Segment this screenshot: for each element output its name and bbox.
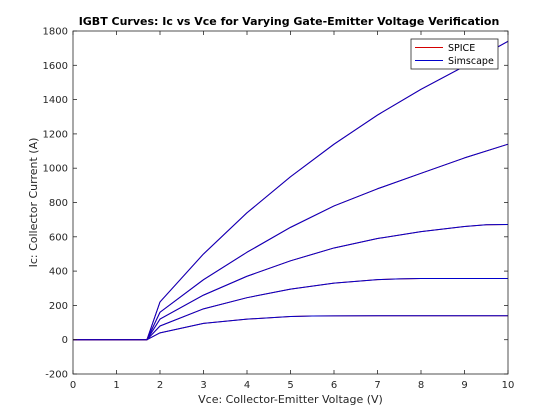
x-tick-label: 9	[461, 380, 467, 391]
legend-label-simscape: Simscape	[448, 56, 494, 67]
x-tick-label: 8	[418, 380, 424, 391]
ticks-layer: 0 1 2 3 4 5 6 7 8 9 10-200020040060080010001200140…	[43, 27, 515, 392]
y-tick-label: 1000	[43, 164, 68, 175]
x-tick-label: 4	[244, 380, 250, 391]
legend-box	[410, 38, 499, 70]
y-tick-label: 400	[49, 267, 68, 278]
legend-label-spice: SPICE	[448, 43, 475, 54]
x-tick-label: 2	[157, 380, 163, 391]
y-tick-label: 800	[49, 198, 68, 209]
chart-title: IGBT Curves: Ic vs Vce for Varying Gate-…	[79, 15, 500, 28]
x-tick-label: 3	[200, 380, 206, 391]
y-tick-label: 1600	[43, 61, 68, 72]
x-tick-label: 1	[113, 380, 119, 391]
y-tick-label: 600	[49, 232, 68, 243]
x-tick-label: 7	[374, 380, 380, 391]
x-tick-label: 0	[70, 380, 76, 391]
y-tick-label: 1400	[43, 95, 68, 106]
legend: SPICE Simscape	[410, 38, 499, 70]
x-tick-label: 5	[287, 380, 293, 391]
y-tick-label: 1200	[43, 129, 68, 140]
series-layer	[73, 40, 509, 341]
x-tick-label: 6	[331, 380, 337, 391]
x-tick-label: 10	[502, 380, 515, 391]
x-axis-label: Vce: Collector-Emitter Voltage (V)	[198, 393, 383, 406]
y-tick-label: 200	[49, 301, 68, 312]
y-tick-label: 0	[62, 335, 68, 346]
y-tick-label: -200	[45, 370, 68, 381]
plot-area	[73, 31, 508, 374]
y-axis-label: Ic: Collector Current (A)	[27, 138, 40, 268]
y-tick-label: 1800	[43, 27, 68, 38]
simscape-curve-5	[73, 315, 508, 341]
plot-frame	[72, 30, 509, 375]
